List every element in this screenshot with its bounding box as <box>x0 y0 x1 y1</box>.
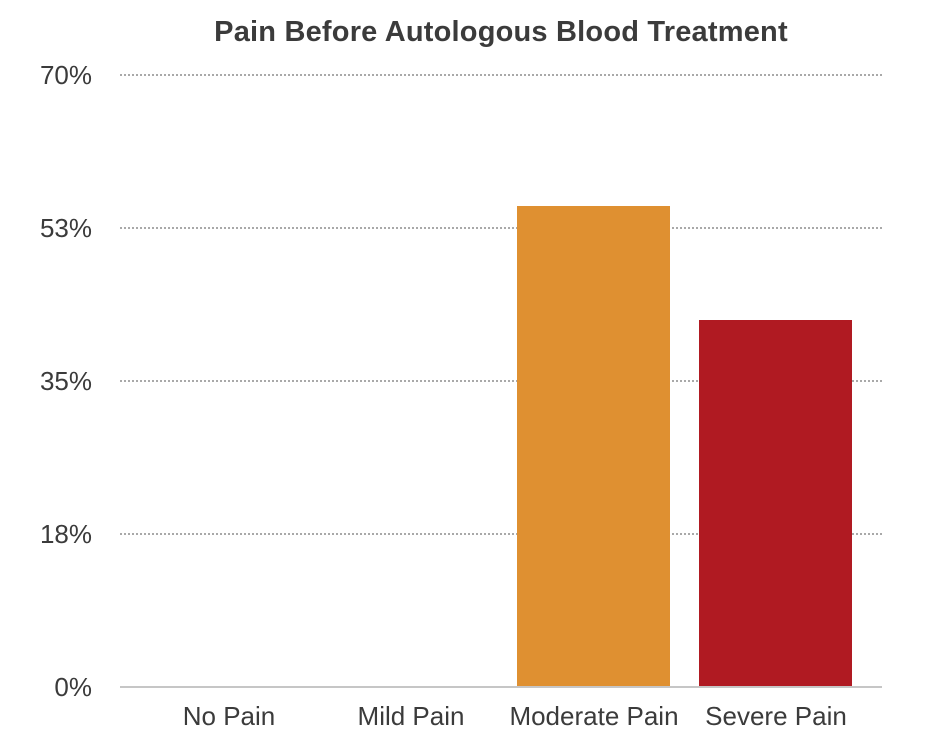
x-label-no-pain: No Pain <box>182 701 276 731</box>
bar-severe-pain <box>699 320 852 687</box>
gridline-53- <box>120 227 882 229</box>
chart-title: Pain Before Autologous Blood Treatment <box>214 16 788 48</box>
x-label-moderate-pain: Moderate Pain <box>509 701 679 731</box>
gridline-35- <box>120 380 882 382</box>
gridline-18- <box>120 533 882 535</box>
x-label-mild-pain: Mild Pain <box>357 701 465 731</box>
gridline-70- <box>120 74 882 76</box>
y-tick-label-0-: 0% <box>54 672 92 702</box>
x-label-severe-pain: Severe Pain <box>705 701 847 731</box>
y-tick-label-53-: 53% <box>39 213 92 243</box>
bar-moderate-pain <box>517 206 670 687</box>
y-tick-label-35-: 35% <box>39 366 92 396</box>
x-axis-line <box>120 686 882 688</box>
y-tick-label-18-: 18% <box>39 519 92 549</box>
y-tick-label-70-: 70% <box>39 60 92 90</box>
